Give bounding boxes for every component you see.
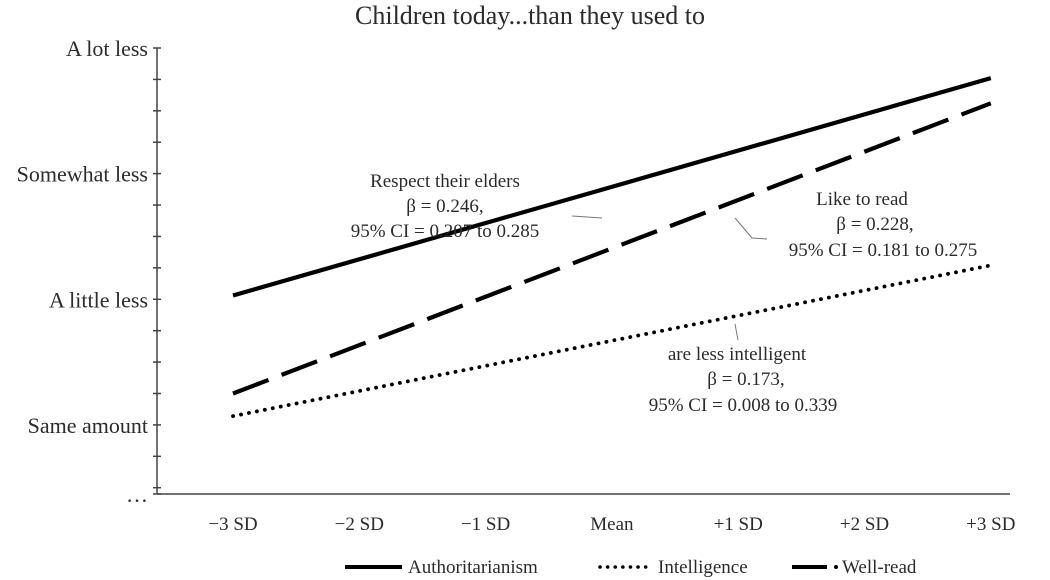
x-tick-label: +3 SD [966,514,1015,535]
annotation-wellread-ci: 95% CI = 0.181 to 0.275 [789,240,978,261]
legend-label-intelligence: Intelligence [658,557,748,578]
annotation-intelligence-leader [734,323,739,341]
x-tick-label: −3 SD [208,514,257,535]
annotation-authoritarianism-leader [571,215,603,219]
y-tick-label: … [126,482,148,507]
annotation-intelligence-label: are less intelligent [668,344,807,365]
legend: Authoritarianism Intelligence Well-read [345,557,917,578]
y-axis: A lot less Somewhat less A little less Same… [17,36,161,507]
annotation-intelligence-beta: β = 0.173, [707,369,784,390]
series-line-intelligence [231,263,993,419]
series-line-authoritarianism [232,76,992,298]
x-tick-label: −2 SD [335,514,384,535]
y-tick-label: Somewhat less [17,162,148,187]
y-tick-label: A little less [49,287,148,312]
annotation-wellread-beta: β = 0.228, [836,214,913,235]
legend-label-wellread: Well-read [842,557,917,578]
annotation-authoritarianism-beta: β = 0.246, [406,196,483,217]
series-layer [231,76,993,419]
annotation-wellread-leader [734,217,768,240]
annotation-authoritarianism-label: Respect their elders [370,171,520,192]
legend-swatch-wellread-dot [834,565,838,569]
y-tick-label: A lot less [66,36,148,61]
chart-title: Children today...than they used to [355,1,705,30]
series-line-wellread [232,101,992,396]
x-axis: −3 SD −2 SD −1 SD Mean +1 SD +2 SD +3 SD [157,493,1015,535]
x-tick-label: Mean [590,514,634,535]
annotation-layer: Respect their elders β = 0.246, 95% CI =… [351,171,978,416]
annotation-intelligence-ci: 95% CI = 0.008 to 0.339 [649,395,838,416]
annotation-authoritarianism-ci: 95% CI = 0.207 to 0.285 [351,221,540,242]
x-tick-label: −1 SD [461,514,510,535]
y-tick-label: Same amount [28,413,148,438]
legend-label-authoritarianism: Authoritarianism [408,557,538,578]
x-tick-label: +2 SD [840,514,889,535]
annotation-wellread-label: Like to read [816,189,908,210]
x-tick-label: +1 SD [714,514,763,535]
